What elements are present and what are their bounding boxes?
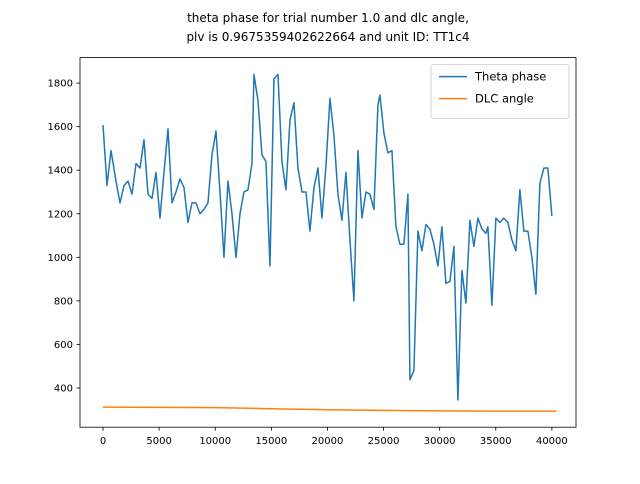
x-tick-label: 10000	[199, 436, 231, 447]
legend-label: Theta phase	[474, 70, 546, 84]
y-tick-label: 400	[54, 383, 73, 394]
y-tick-label: 600	[54, 340, 73, 351]
x-tick-label: 30000	[424, 436, 456, 447]
y-tick-label: 800	[54, 296, 73, 307]
data-line	[102, 406, 557, 412]
legend-label: DLC angle	[475, 92, 534, 106]
y-tick-label: 1800	[48, 79, 73, 90]
x-tick-label: 35000	[480, 436, 512, 447]
x-tick-label: 40000	[536, 436, 568, 447]
x-tick-label: 5000	[146, 436, 171, 447]
x-tick-label: 0	[100, 436, 106, 447]
chart-title: theta phase for trial number 1.0 and dlc…	[187, 11, 469, 25]
y-tick-label: 1200	[48, 209, 73, 220]
x-tick-label: 20000	[312, 436, 344, 447]
data-line	[102, 73, 553, 401]
y-tick-label: 1600	[48, 122, 73, 133]
y-tick-label: 1400	[48, 166, 73, 177]
legend-box	[430, 64, 570, 119]
plot-frame	[79, 57, 577, 428]
y-tick-label: 1000	[48, 253, 73, 264]
x-tick-label: 15000	[255, 436, 287, 447]
x-tick-label: 25000	[368, 436, 400, 447]
chart-title: plv is 0.9675359402622664 and unit ID: T…	[186, 30, 469, 44]
